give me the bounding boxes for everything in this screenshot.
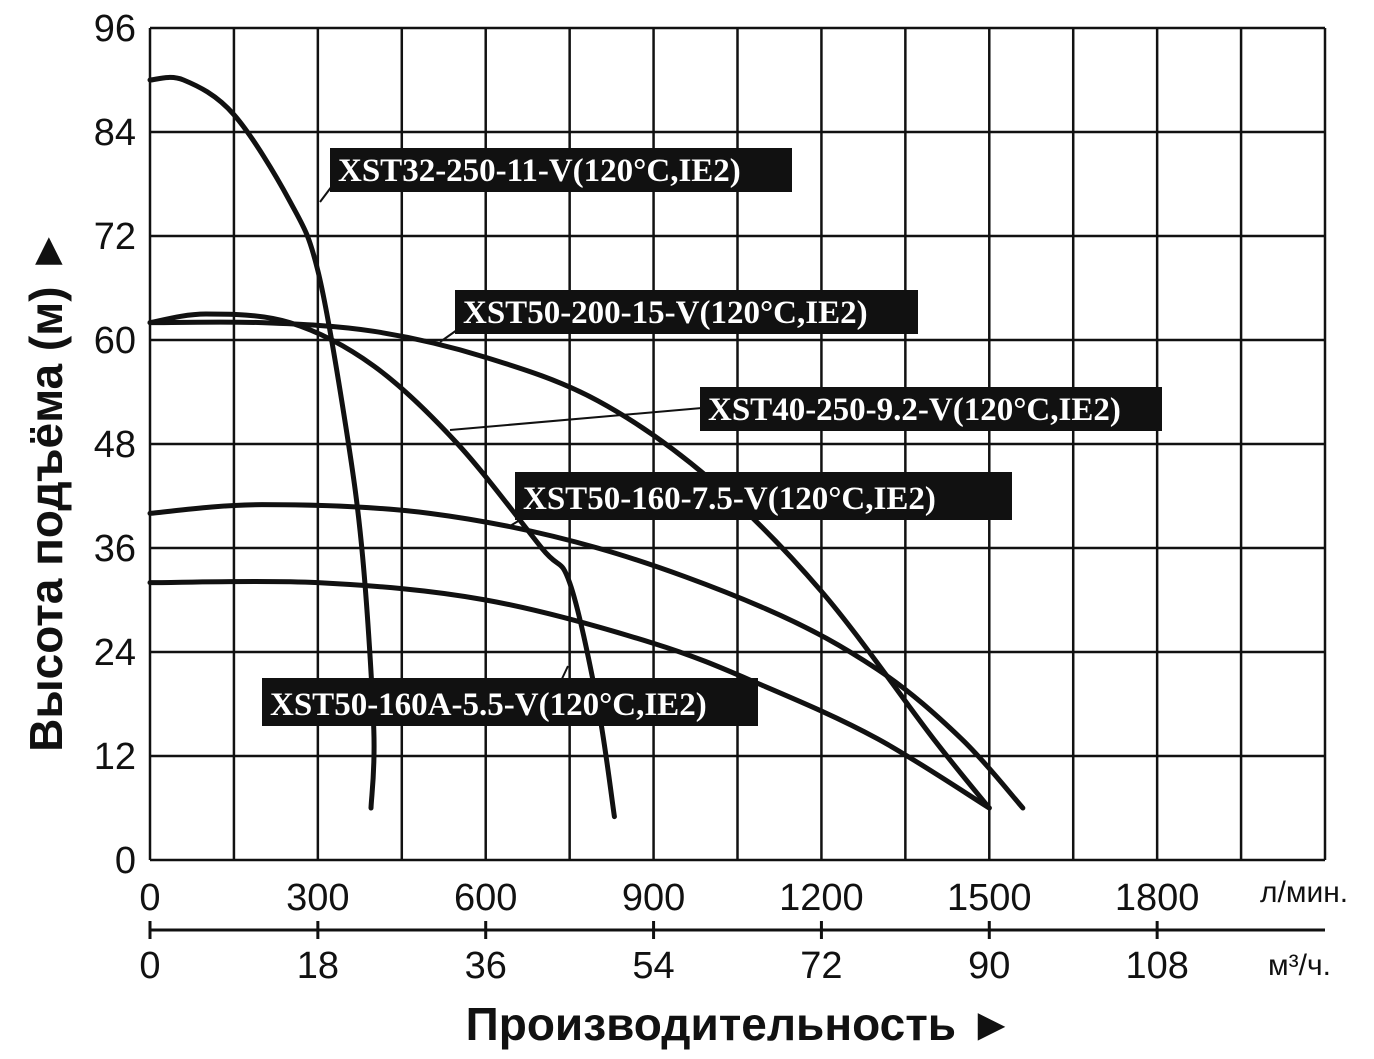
x-tick-label: 1200 (779, 877, 864, 919)
series-label-text: XST32-250-11-V(120°C,IE2) (338, 153, 741, 189)
label-leader-line (449, 407, 703, 431)
x-tick-label: 600 (454, 877, 517, 919)
x-axis-ticks: 0 300 600 900 1200 1500 1800 (139, 877, 1199, 919)
series-label-box (700, 387, 1162, 431)
x-secondary-tick-label: 36 (465, 945, 507, 987)
series-curve (147, 578, 992, 811)
y-tick-label: 36 (94, 528, 136, 570)
x-tick-label: 1500 (947, 877, 1032, 919)
series-curve (147, 311, 617, 820)
x-axis-title: Производительность ► (466, 998, 1015, 1050)
chart-curves (147, 74, 1026, 820)
series-curve (147, 502, 1026, 811)
series-label-text: XST50-160-7.5-V(120°C,IE2) (523, 481, 936, 517)
x-secondary-tick-label: 54 (632, 945, 674, 987)
x-secondary-tick-label: 72 (800, 945, 842, 987)
x-secondary-tick-label: 90 (968, 945, 1010, 987)
series-label-box (455, 290, 918, 334)
y-tick-label: 24 (94, 632, 136, 674)
y-tick-label: 96 (94, 8, 136, 50)
secondary-x-axis: 0 18 36 54 72 90 108 (139, 921, 1325, 987)
label-leader-lines (319, 185, 703, 684)
y-tick-label: 12 (94, 736, 136, 778)
x-unit-primary: л/мин. (1260, 876, 1348, 909)
x-tick-label: 300 (286, 877, 349, 919)
label-leader-line (439, 329, 458, 343)
x-tick-label: 900 (622, 877, 685, 919)
y-axis-title: Высота подъёма (м) ► (20, 228, 72, 752)
x-secondary-tick-label: 18 (297, 945, 339, 987)
x-unit-secondary: м³/ч. (1268, 949, 1331, 982)
x-secondary-tick-label: 108 (1125, 945, 1188, 987)
x-tick-label: 1800 (1115, 877, 1200, 919)
y-axis-ticks: 0 12 24 36 48 60 72 84 96 (94, 8, 136, 882)
series-label-box (515, 472, 1012, 520)
series-curve (147, 319, 992, 811)
series-label-box (330, 148, 792, 192)
y-tick-label: 72 (94, 216, 136, 258)
y-tick-label: 84 (94, 112, 136, 154)
x-tick-label: 0 (139, 877, 160, 919)
series-label-text: XST40-250-9.2-V(120°C,IE2) (708, 392, 1121, 428)
y-tick-label: 60 (94, 320, 136, 362)
series-labels: XST32-250-11-V(120°C,IE2) XST50-200-15-V(… (262, 148, 1162, 726)
y-tick-label: 0 (115, 840, 136, 882)
label-leader-line (509, 519, 521, 527)
series-label-text: XST50-200-15-V(120°C,IE2) (463, 295, 868, 331)
series-label-box (262, 678, 758, 726)
x-secondary-tick-label: 0 (139, 945, 160, 987)
series-label-text: XST50-160A-5.5-V(120°C,IE2) (270, 687, 707, 723)
y-tick-label: 48 (94, 424, 136, 466)
